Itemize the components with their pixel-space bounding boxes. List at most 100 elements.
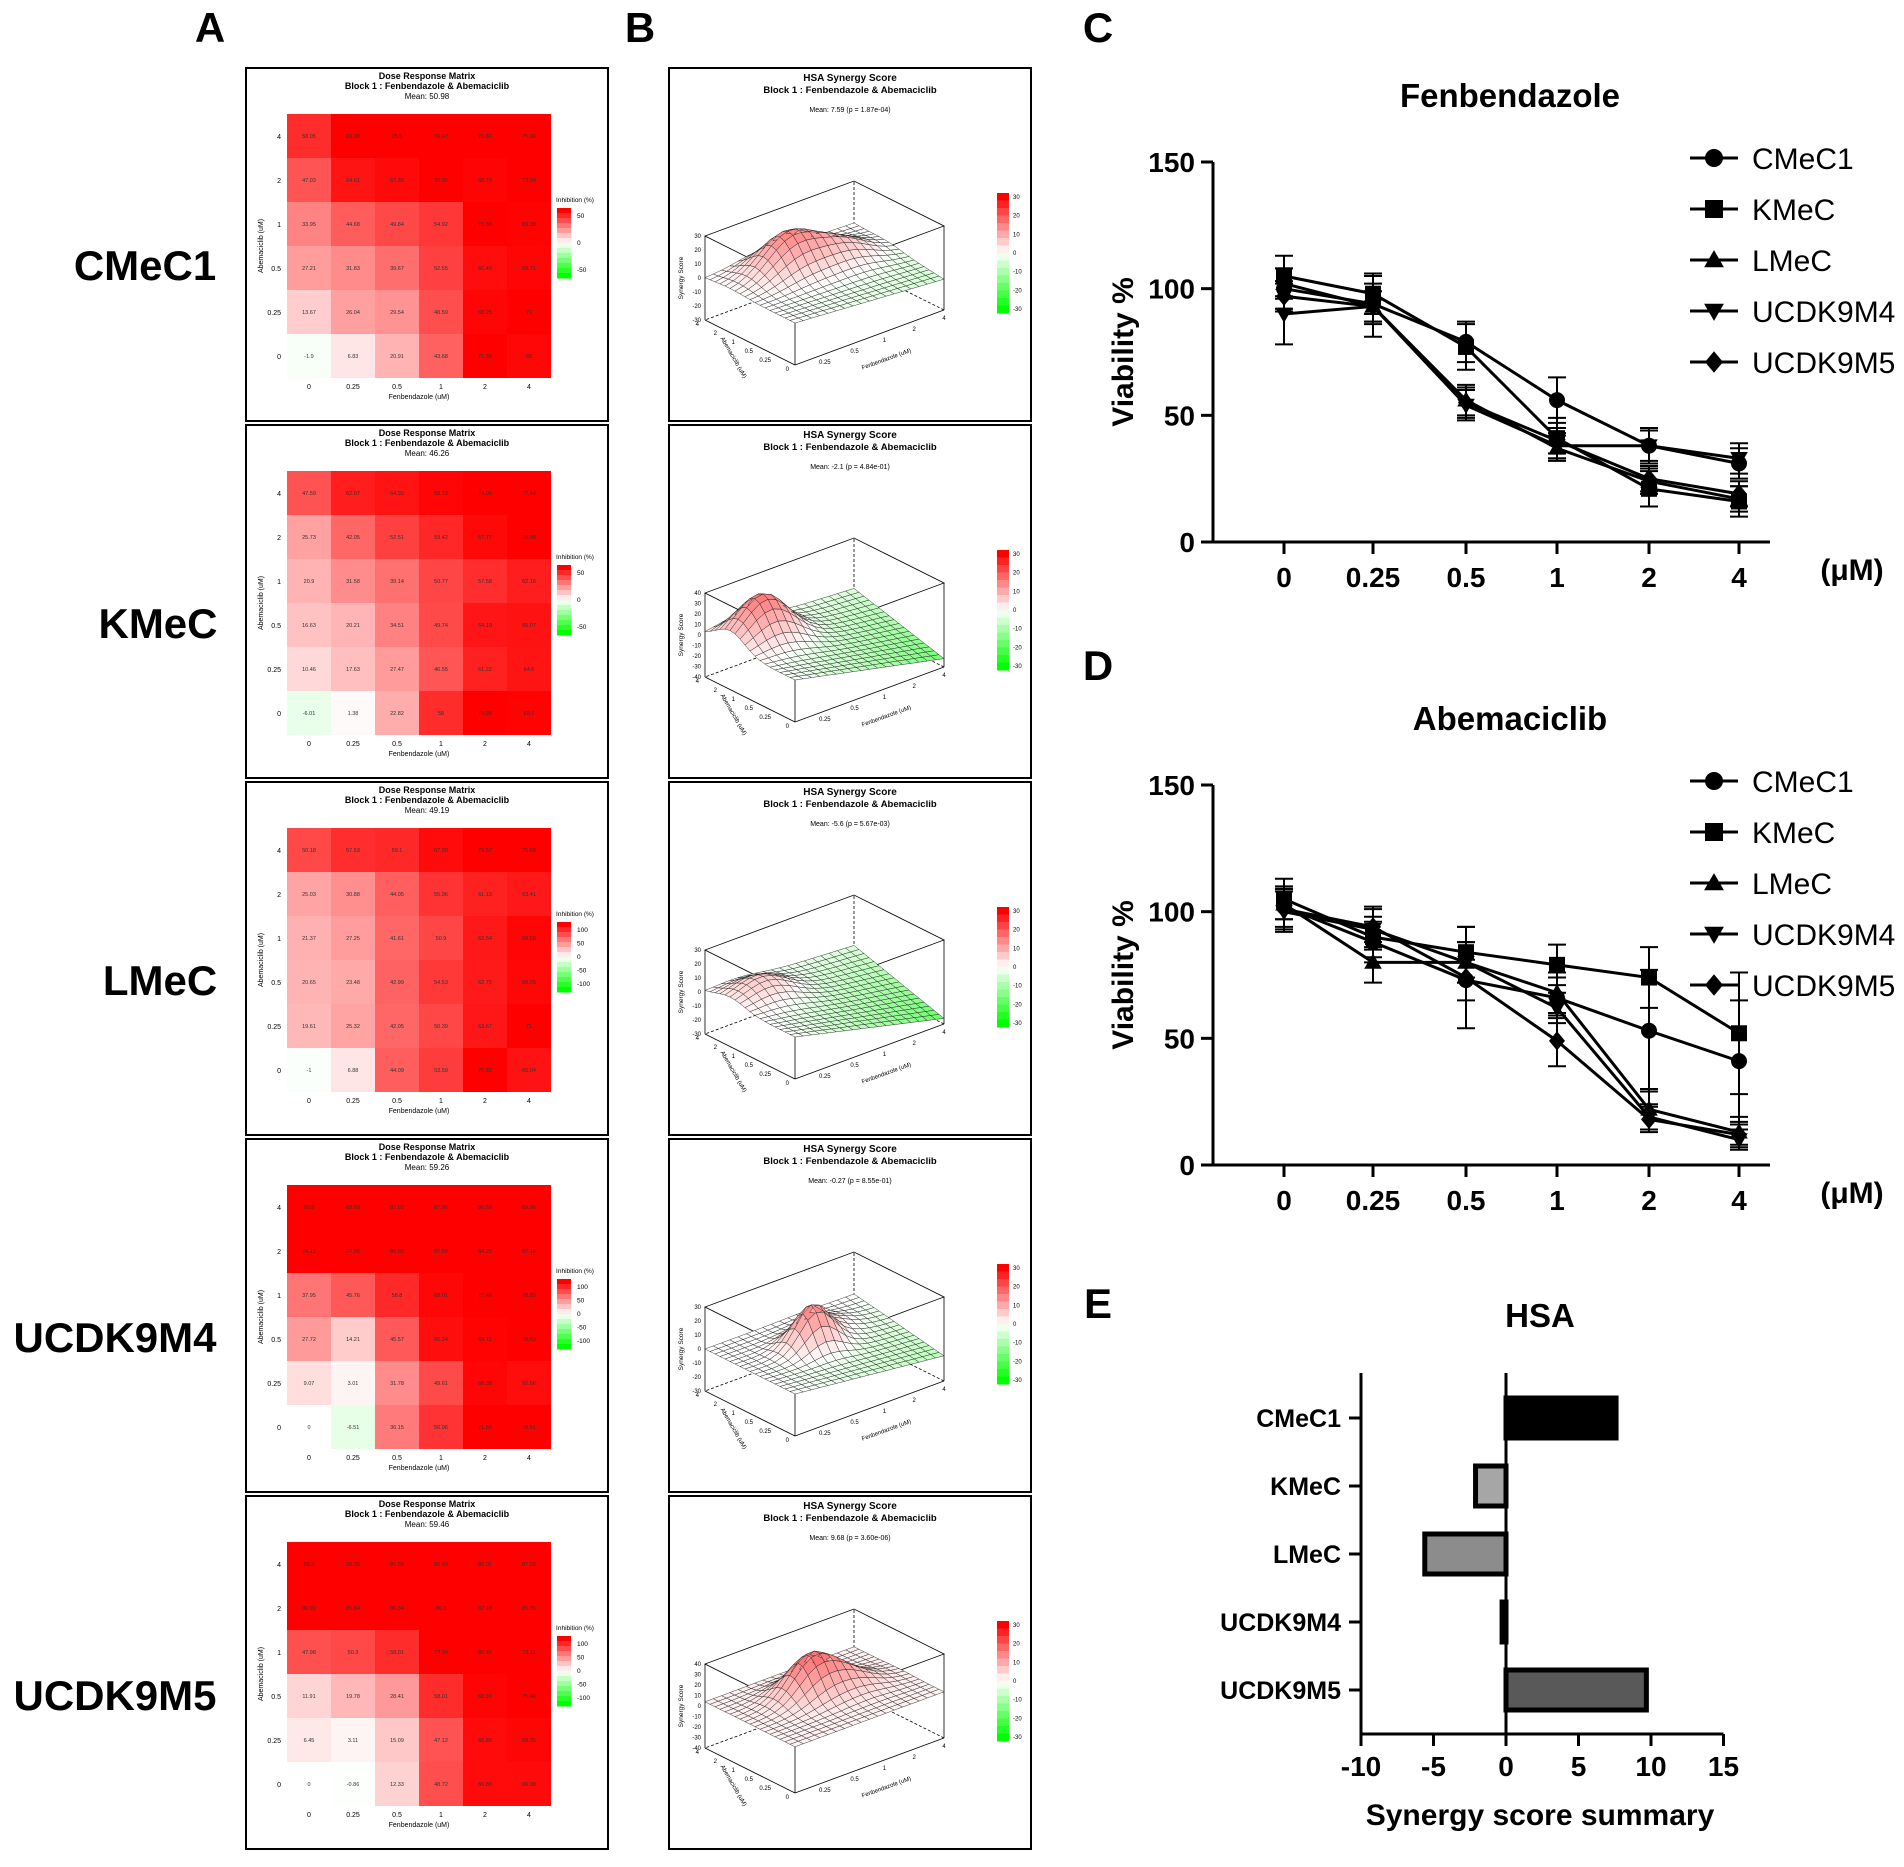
panel-letter-a: A [195,4,225,51]
synergy-y-tick: 0.25 [759,1429,771,1435]
matrix-cell-value: 13.67 [302,310,316,316]
matrix-cell [287,1185,331,1229]
bar-category-label: LMeC [1273,1541,1341,1569]
matrix-cell-value: 64.61 [346,178,360,184]
matrix-cell [331,1674,375,1718]
matrix-cell [419,1048,463,1092]
synergy-z-tick: 20 [694,1319,701,1325]
matrix-cell [419,290,463,334]
synergy-z-tick: -40 [692,675,701,681]
matrix-cell [507,334,551,378]
legend-swatch [997,1688,1009,1697]
matrix-cell-value: 47.98 [302,1650,316,1656]
legend-swatch [557,1691,571,1697]
panel-b-synergy: HSA Synergy Score Block 1 : Fenbendazole … [668,67,1032,1850]
matrix-cell-value: 65.04 [522,1068,536,1074]
synergy-y-tick: 0 [786,1081,790,1087]
matrix-cell [463,559,507,603]
matrix-cell-value: 52.55 [434,266,448,272]
matrix-cell-value: 50.39 [434,1024,448,1030]
matrix-cell [507,1586,551,1630]
synergy-legend-tick: 30 [1013,1266,1020,1272]
legend-swatch [557,1299,571,1305]
matrix-cell-value: 21.37 [302,936,316,942]
matrix-legend-tick: -50 [577,624,587,631]
legend-swatch [557,565,571,571]
legend-swatch [557,570,571,576]
row-label-ucdk9m5: UCDK9M5 [13,1672,216,1719]
marker-diamond [1276,899,1292,919]
marker-triangle-down [1548,1001,1566,1017]
matrix-legend-tick: 100 [577,1284,588,1291]
synergy-z-tick: 30 [694,234,701,240]
matrix-cell-value: 71.38 [478,354,492,360]
marker-square [1458,338,1474,355]
row-label-ucdk9m4: UCDK9M4 [13,1314,217,1361]
marker-diamond [1458,967,1474,988]
row-label-cmec1: CMeC1 [74,242,216,289]
matrix-y-tick: 0 [277,1068,281,1075]
matrix-cell-value: 1.38 [348,711,359,717]
matrix-x-tick: 0 [307,384,311,391]
matrix-cell-value: 70.06 [434,178,448,184]
matrix-x-tick: 0.25 [346,384,360,391]
matrix-cell-value: 10.46 [302,667,316,673]
matrix-cell [375,916,419,960]
matrix-x-tick: 2 [483,384,487,391]
matrix-legend-title: Inhibition (%) [556,554,594,561]
x-tick-label: 0.25 [1346,1185,1401,1216]
matrix-cell-value: 64.92 [390,491,404,497]
matrix-cell-value: 49.61 [434,1381,448,1387]
synergy-legend-tick: 20 [1013,1642,1020,1648]
matrix-cell [375,1718,419,1762]
legend-swatch [997,1279,1009,1287]
legend-swatch [557,253,571,259]
matrix-cell-value: 47.59 [302,491,316,497]
matrix-x-tick: 1 [439,384,443,391]
synergy-x-tick: 0.5 [850,1777,859,1783]
x-tick-label: -5 [1421,1751,1446,1782]
chart-title: HSA [1505,1297,1575,1334]
matrix-cell-value: 52.51 [390,535,404,541]
matrix-cell-value: 87.58 [434,1249,448,1255]
matrix-cell [331,334,375,378]
legend-swatch [557,1666,571,1672]
y-tick-label: 100 [1148,897,1195,928]
matrix-cell [463,1273,507,1317]
synergy-y-tick: 4 [696,1393,700,1399]
matrix-cell-value: 17.63 [346,667,360,673]
synergy-legend-tick: 10 [1013,589,1020,595]
matrix-y-tick: 1 [277,936,281,943]
legend-swatch [997,974,1009,983]
legend-swatch [997,1309,1009,1317]
matrix-cell-value: 66.24 [434,1337,448,1343]
matrix-cell [419,334,463,378]
legend-label: KMeC [1752,194,1835,227]
synergy-legend-tick: 10 [1013,232,1020,238]
matrix-cell [331,1630,375,1674]
matrix-cell [375,1361,419,1405]
matrix-cell [507,1273,551,1317]
matrix-cell-value: 68.73 [434,491,448,497]
matrix-cell-value: 75.46 [522,1694,536,1700]
matrix-cell-value: 87.96 [434,1205,448,1211]
matrix-cell-value: 59.42 [434,535,448,541]
marker-circle [1549,392,1565,409]
matrix-cell [419,1317,463,1361]
marker-square [1549,956,1565,973]
synergy-subtitle: Block 1 : Fenbendazole & Abemaciclib [763,1513,937,1524]
matrix-cell-value: 63.41 [522,892,536,898]
matrix-cell [375,1542,419,1586]
synergy-title: HSA Synergy Score [803,787,897,798]
matrix-cell-value: 46.55 [434,667,448,673]
matrix-x-tick: 0.5 [392,1812,402,1819]
legend-swatch [997,1718,1009,1727]
matrix-cell-value: 30.88 [346,892,360,898]
matrix-cell-value: 84.25 [478,1249,492,1255]
synergy-x-tick: 2 [913,1398,917,1404]
matrix-cell-value: 63.67 [478,1024,492,1030]
synergy-x-tick: 4 [942,1387,946,1393]
matrix-cell-value: 37.95 [302,1293,316,1299]
